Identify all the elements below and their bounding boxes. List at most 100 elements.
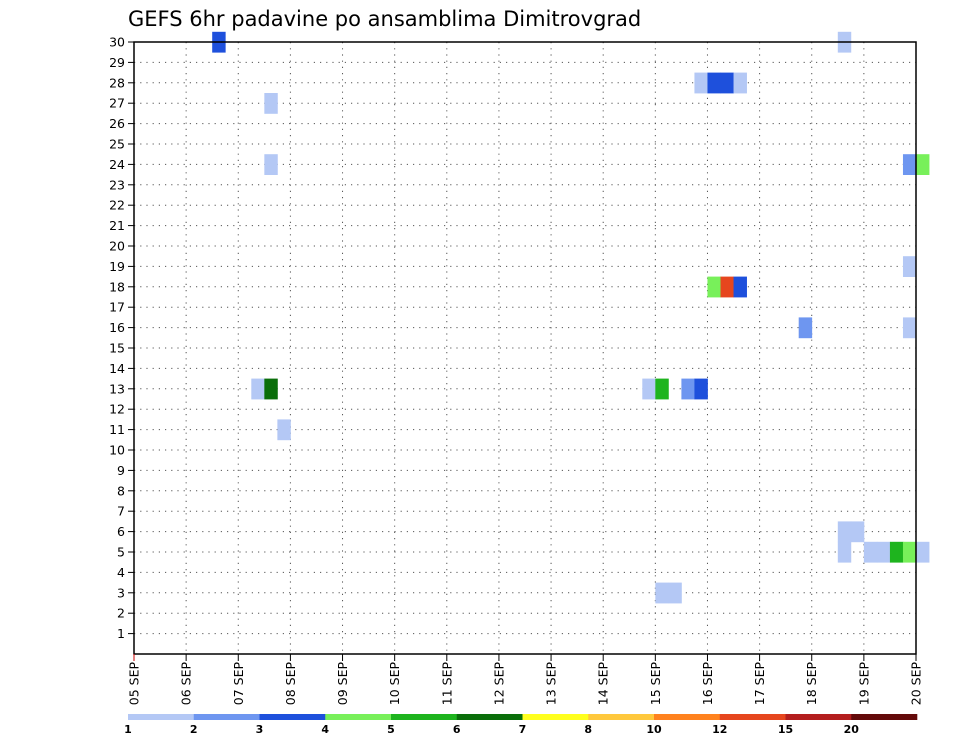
precip-cell: [655, 378, 669, 400]
y-tick-label: 21: [109, 218, 125, 233]
precip-cell: [720, 72, 734, 94]
colorbar-label: 5: [387, 723, 395, 736]
x-tick-label: 17 SEP: [752, 662, 767, 706]
colorbar-label: 7: [519, 723, 527, 736]
precip-cell: [264, 93, 278, 114]
precip-cell: [733, 276, 747, 298]
colorbar-swatch: [456, 714, 523, 720]
colorbar-label: 3: [256, 723, 264, 736]
x-tick-label: 13 SEP: [544, 662, 559, 706]
colorbar-label: 2: [190, 723, 198, 736]
y-tick-label: 12: [109, 402, 125, 417]
precip-cell: [668, 582, 682, 604]
y-tick-label: 30: [109, 35, 125, 50]
precip-cell: [642, 378, 656, 400]
y-tick-label: 25: [109, 137, 125, 152]
precip-cell: [837, 541, 852, 563]
colorbar-swatch: [588, 714, 655, 720]
y-tick-label: 10: [109, 443, 125, 458]
x-tick-label: 11 SEP: [439, 662, 454, 706]
x-tick-label: 20 SEP: [909, 662, 924, 706]
precip-cell: [264, 154, 278, 175]
colorbar-label: 10: [646, 723, 662, 736]
precip-cell: [889, 541, 904, 563]
precip-cell: [902, 317, 917, 339]
precip-cell: [655, 582, 669, 604]
precip-cell: [251, 378, 265, 400]
colorbar-label: 6: [453, 723, 461, 736]
y-tick-label: 11: [109, 422, 125, 437]
y-tick-label: 5: [117, 545, 125, 560]
y-tick-label: 1: [117, 626, 125, 641]
colorbar-label: 8: [584, 723, 592, 736]
x-tick-label: 18 SEP: [804, 662, 819, 706]
precip-cell: [720, 276, 734, 298]
colorbar-label: 1: [124, 723, 132, 736]
y-tick-label: 3: [117, 585, 125, 600]
y-tick-label: 4: [117, 565, 125, 580]
chart-title: GEFS 6hr padavine po ansamblima Dimitrov…: [128, 7, 641, 31]
precip-cell: [681, 378, 695, 400]
y-tick-label: 6: [117, 524, 125, 539]
precip-cell: [902, 154, 917, 175]
x-axis: 05 SEP 06 SEP 07 SEP 08 SEP 09 SEP 10 SEP 11 S…: [127, 654, 924, 705]
colorbar-swatch: [851, 714, 918, 720]
y-tick-label: 22: [109, 198, 125, 213]
y-tick-label: 23: [109, 177, 125, 192]
x-tick-label: 16 SEP: [700, 662, 715, 706]
x-tick-label: 06 SEP: [179, 662, 194, 706]
colorbar-label: 12: [712, 723, 727, 736]
colorbar-swatch: [522, 714, 589, 720]
x-tick-label: 05 SEP: [127, 662, 142, 706]
y-tick-label: 16: [109, 320, 125, 335]
precip-cell: [916, 541, 930, 563]
y-tick-label: 7: [117, 504, 125, 519]
y-tick-label: 13: [109, 381, 125, 396]
colorbar-label: 4: [321, 723, 329, 736]
x-tick-label: 08 SEP: [283, 662, 298, 706]
x-tick-label: 09 SEP: [335, 662, 350, 706]
y-tick-label: 2: [117, 606, 125, 621]
grid-lines: [134, 42, 916, 654]
y-tick-label: 14: [109, 361, 125, 376]
y-tick-label: 19: [109, 259, 125, 274]
precip-cell: [850, 521, 865, 543]
precip-cell: [264, 378, 278, 400]
colorbar-swatch: [785, 714, 852, 720]
y-tick-label: 29: [109, 55, 125, 70]
x-tick-label: 14 SEP: [596, 662, 611, 706]
precip-cell: [863, 541, 878, 563]
colorbar-swatch: [325, 714, 392, 720]
colorbar-swatch: [259, 714, 326, 720]
colorbar: 1 2 3 4 5 6 7 8 10 12 15 20: [124, 714, 918, 736]
y-tick-label: 26: [109, 116, 125, 131]
x-tick-label: 12 SEP: [491, 662, 506, 706]
y-axis: 1234567891011121314151617181920212223242…: [109, 35, 134, 641]
colorbar-swatch: [391, 714, 458, 720]
colorbar-swatch: [128, 714, 195, 720]
colorbar-swatch: [654, 714, 721, 720]
y-tick-label: 15: [109, 341, 125, 356]
y-tick-label: 27: [109, 96, 125, 111]
y-tick-label: 20: [109, 239, 125, 254]
x-tick-label: 15 SEP: [648, 662, 663, 706]
colorbar-swatch: [193, 714, 260, 720]
colorbar-label: 15: [778, 723, 793, 736]
precip-cell: [707, 276, 721, 298]
y-tick-label: 24: [109, 157, 125, 172]
precip-cell: [277, 419, 291, 441]
colorbar-label: 20: [844, 723, 860, 736]
y-tick-label: 17: [109, 300, 125, 315]
precipitation-cells: [212, 31, 930, 604]
precip-cell: [707, 72, 721, 94]
y-tick-label: 28: [109, 75, 125, 90]
precip-cell: [694, 378, 708, 400]
precip-cell: [902, 541, 917, 563]
y-tick-label: 9: [117, 463, 125, 478]
colorbar-swatch: [719, 714, 786, 720]
precip-cell: [916, 154, 930, 175]
precip-cell: [837, 521, 852, 543]
y-tick-label: 8: [117, 483, 125, 498]
precip-cell: [694, 72, 708, 94]
